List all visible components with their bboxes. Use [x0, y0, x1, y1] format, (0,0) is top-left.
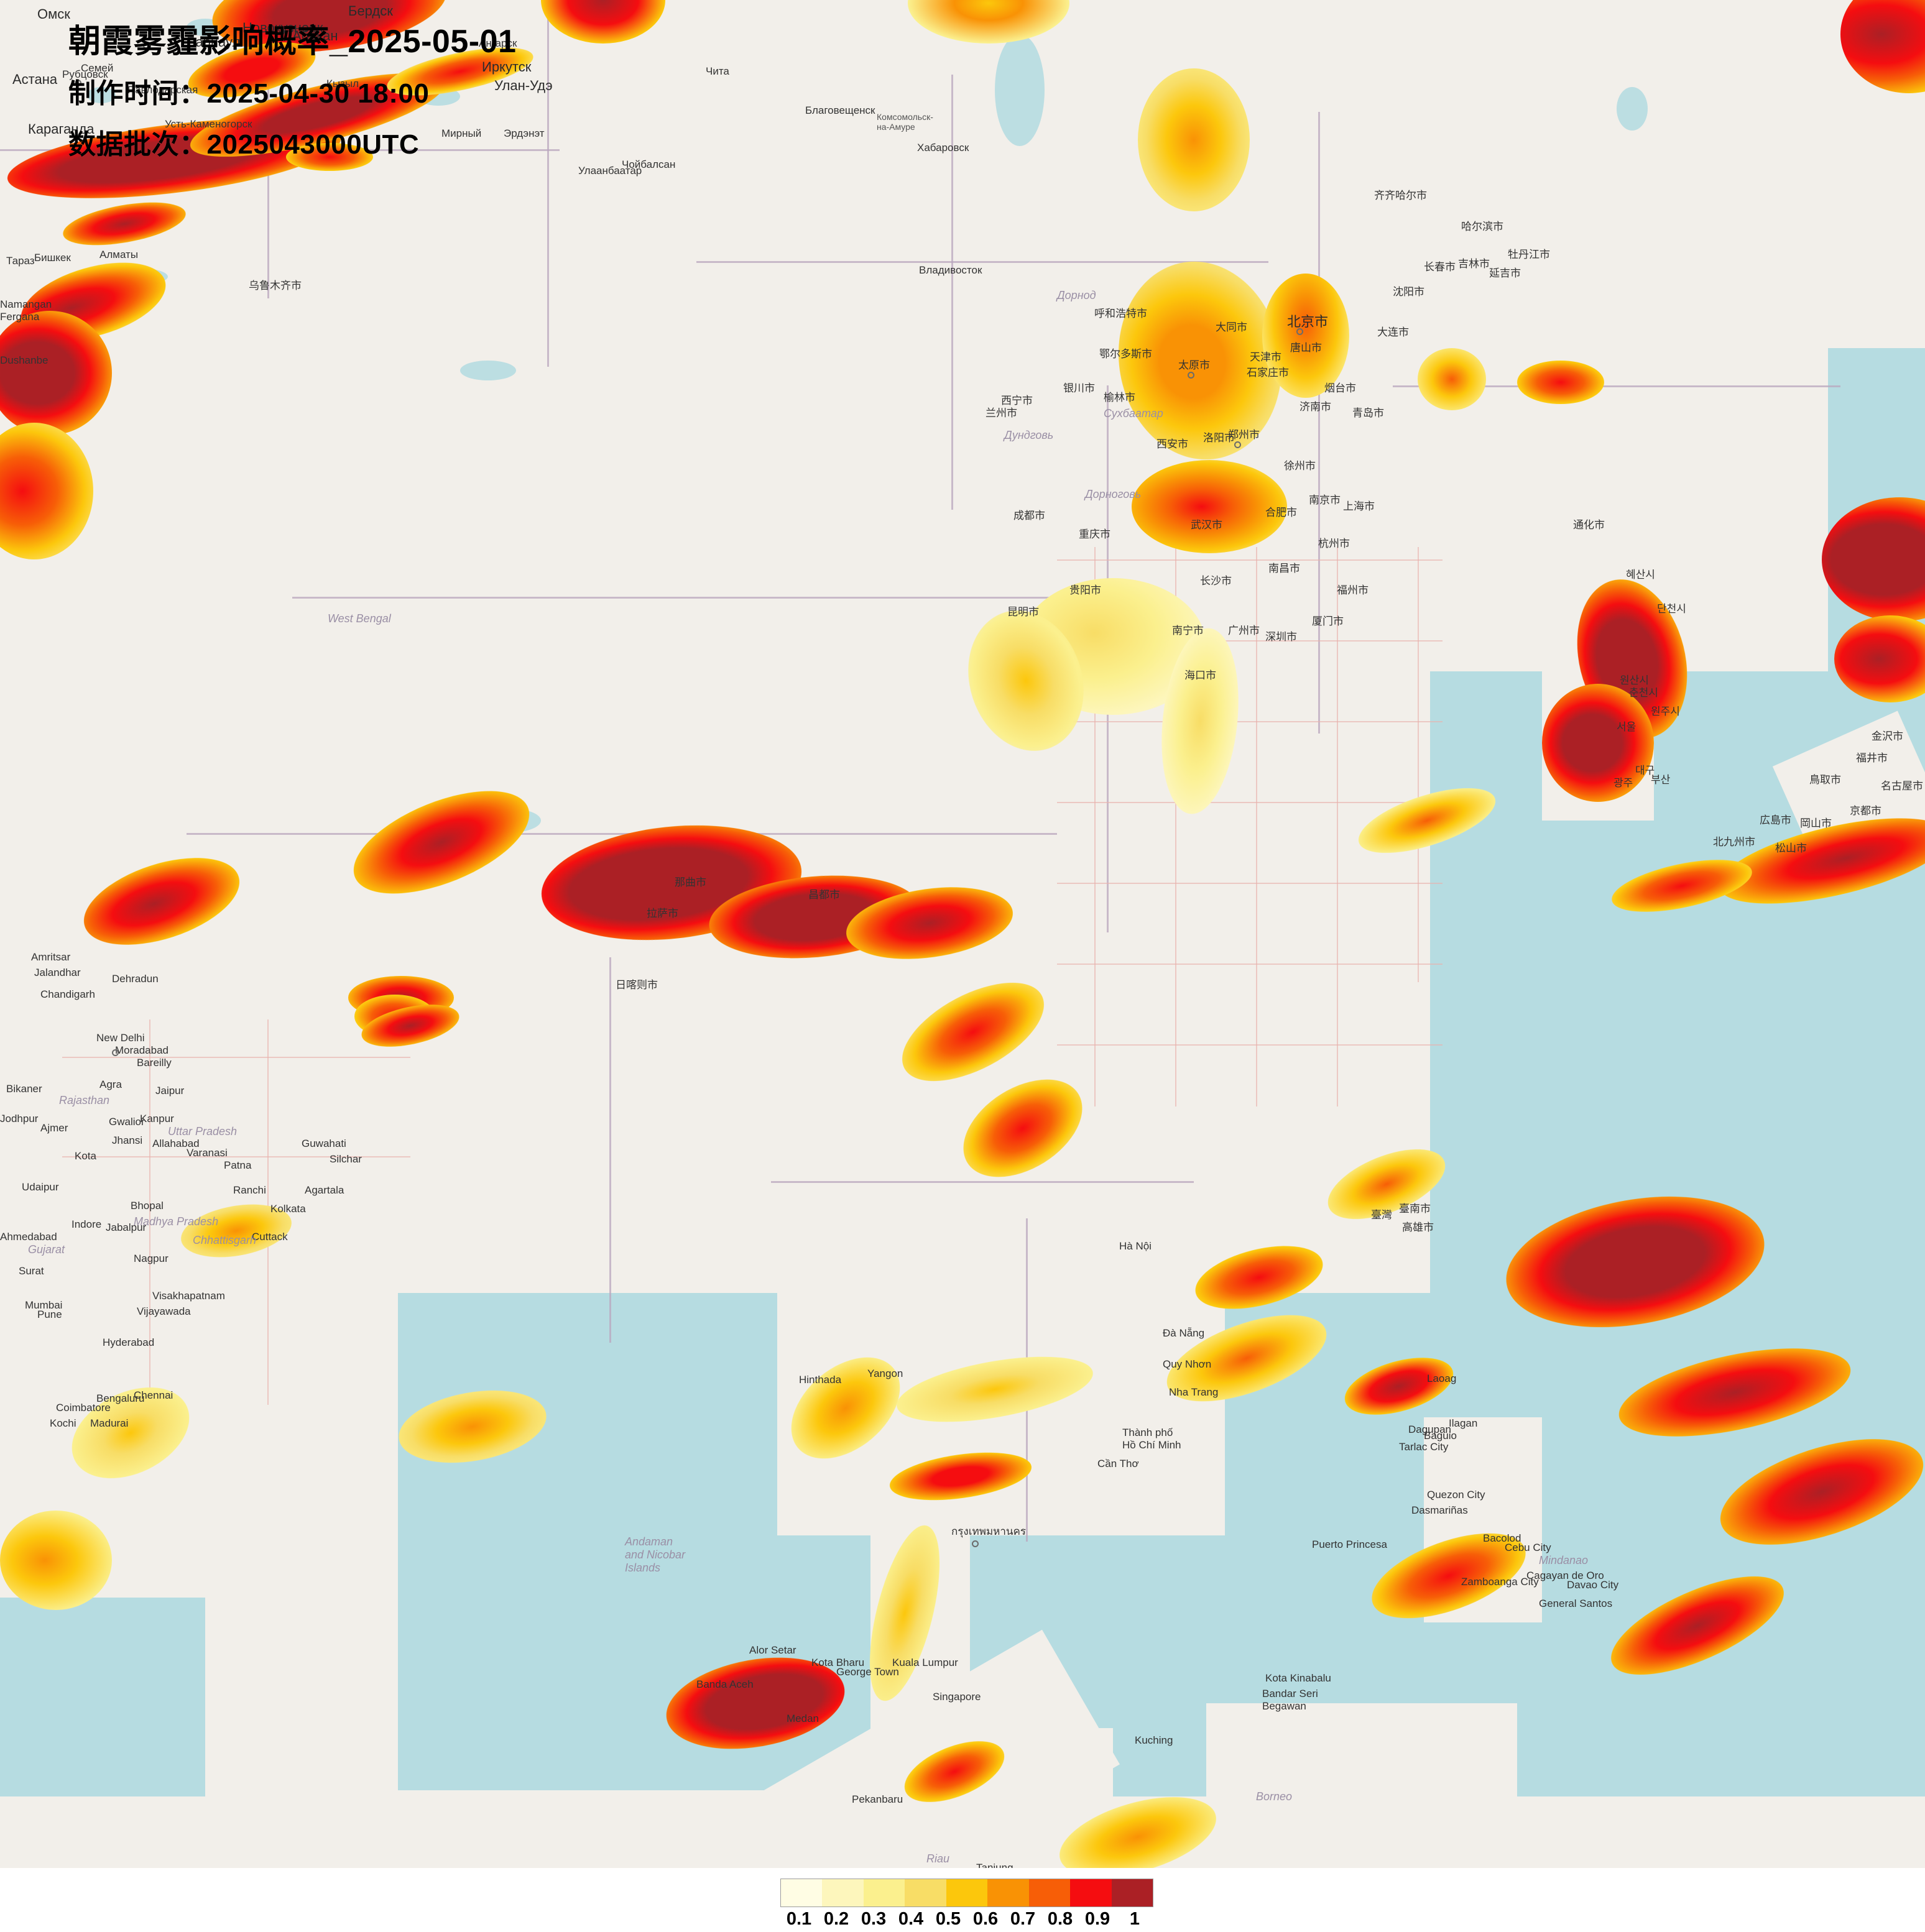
- haze-blob-south-korea: [1542, 684, 1654, 802]
- border-line: [1393, 385, 1840, 387]
- lake: [87, 87, 116, 103]
- border-line: [951, 75, 953, 510]
- landmass-borneo: [1206, 1703, 1517, 1868]
- road-line: [1057, 559, 1443, 561]
- data-batch-line: 数据批次：2025043000UTC: [68, 122, 419, 162]
- haze-blob-tajik: [0, 311, 112, 435]
- haze-blob-hindukush: [0, 423, 93, 559]
- colorbar-tick-0.1: 0.1: [786, 1909, 812, 1929]
- border-line: [1318, 112, 1320, 734]
- colorbar-tick-1: 1: [1129, 1909, 1140, 1929]
- colorbar-tick-0.3: 0.3: [861, 1909, 887, 1929]
- city-dot: [112, 1049, 119, 1056]
- haze-blob-inner-mongolia: [1517, 361, 1604, 404]
- colorbar-swatches: [780, 1879, 1153, 1907]
- made-time-label: 制作时间：: [68, 78, 207, 109]
- haze-blob-kerala: [0, 1511, 112, 1610]
- road-line: [1057, 883, 1443, 884]
- colorbar-swatch-3: [863, 1879, 905, 1907]
- haze-blob-chita: [1138, 68, 1250, 211]
- annotation-block: 朝霞雾霾影响概率_2025-05-01 制作时间：2025-04-30 18:0…: [0, 0, 870, 160]
- haze-blob-tuva: [286, 143, 373, 171]
- colorbar-swatch-4: [905, 1879, 946, 1907]
- border-line: [771, 1181, 1194, 1183]
- road-line: [1094, 547, 1096, 1106]
- city-dot: [143, 42, 150, 49]
- colorbar-swatch-6: [987, 1879, 1029, 1907]
- city-dot: [75, 80, 81, 86]
- haze-blob-hulunbuir: [1418, 348, 1486, 410]
- border-line: [187, 833, 1057, 835]
- city-dot: [1234, 441, 1241, 448]
- border-line: [696, 261, 1268, 263]
- road-line: [1057, 802, 1443, 803]
- made-time-line: 制作时间：2025-04-30 18:00: [68, 71, 429, 111]
- road-line: [62, 1156, 410, 1157]
- colorbar-tick-0.7: 0.7: [1010, 1909, 1036, 1929]
- made-time-value: 2025-04-30 18:00: [206, 78, 430, 109]
- map-canvas[interactable]: Омск Бердск Новокузнецк Барнаул Абакан К…: [0, 0, 1925, 1868]
- road-line: [1175, 547, 1176, 1106]
- colorbar-swatch-7: [1028, 1879, 1071, 1907]
- data-batch-value: 2025043000UTC: [206, 129, 420, 160]
- road-line: [1057, 721, 1443, 722]
- border-line: [292, 597, 1069, 599]
- map-label: TanjungPinang: [976, 1862, 1013, 1868]
- colorbar-tick-0.4: 0.4: [898, 1909, 924, 1929]
- road-line: [1057, 640, 1443, 642]
- colorbar-tick-0.8: 0.8: [1047, 1909, 1073, 1929]
- road-line: [1418, 547, 1419, 982]
- data-batch-label: 数据批次：: [68, 129, 207, 160]
- lake: [995, 34, 1045, 146]
- road-line: [62, 1057, 410, 1058]
- city-dot: [1296, 328, 1303, 335]
- city-dot: [1188, 372, 1194, 379]
- road-line: [149, 1019, 150, 1405]
- road-line: [1256, 547, 1257, 1106]
- colorbar-tick-0.6: 0.6: [972, 1909, 999, 1929]
- haze-blob-dornod: [1262, 274, 1349, 398]
- colorbar-tick-0.9: 0.9: [1084, 1909, 1110, 1929]
- road-line: [1057, 1044, 1443, 1046]
- colorbar-tick-0.5: 0.5: [935, 1909, 961, 1929]
- colorbar-swatch-8: [1070, 1879, 1112, 1907]
- haze-blob-japan-west: [1834, 615, 1925, 702]
- border-line: [547, 19, 549, 367]
- road-line: [1057, 964, 1443, 965]
- colorbar-tick-labels: 0.1 0.2 0.3 0.4 0.5 0.6 0.7 0.8 0.9 1: [780, 1909, 1153, 1930]
- haze-blob-erenhot: [1132, 460, 1287, 553]
- city-dot: [972, 1540, 979, 1547]
- colorbar-tick-0.2: 0.2: [823, 1909, 849, 1929]
- road-line: [1337, 547, 1338, 1106]
- colorbar-swatch-2: [822, 1879, 864, 1907]
- colorbar-swatch-1: [781, 1879, 823, 1907]
- lake: [1617, 87, 1648, 131]
- colorbar-swatch-5: [946, 1879, 988, 1907]
- border-line: [609, 957, 611, 1343]
- lake: [460, 361, 516, 380]
- map-title: 朝霞雾霾影响概率_2025-05-01: [68, 24, 517, 60]
- legend-colorbar: 0.1 0.2 0.3 0.4 0.5 0.6 0.7 0.8 0.9 1: [0, 1868, 1925, 1932]
- colorbar-swatch-9: [1111, 1879, 1153, 1907]
